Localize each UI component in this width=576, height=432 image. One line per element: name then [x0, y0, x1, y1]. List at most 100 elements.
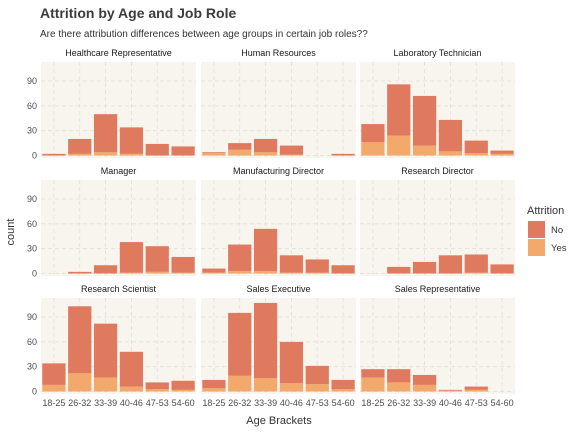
panel-background [360, 180, 515, 276]
chart-subtitle: Are there attribution differences betwee… [40, 29, 368, 40]
bar-yes-40-46 [279, 272, 304, 274]
bar-no-26-32 [228, 312, 252, 376]
bar-yes-33-39 [93, 152, 118, 156]
bar-no-47-53 [305, 259, 329, 273]
x-tick-label: 54-60 [172, 398, 195, 408]
bar-no-26-32 [68, 306, 92, 374]
facet-strip-label: Research Director [401, 166, 474, 176]
panel-background [201, 62, 356, 158]
bar-yes-26-32 [68, 153, 92, 156]
bar-yes-18-25 [361, 377, 385, 392]
y-tick-label: 0 [32, 269, 37, 279]
bar-yes-26-32 [387, 135, 411, 156]
bar-no-40-46 [438, 389, 463, 391]
bar-no-33-39 [253, 228, 278, 272]
x-tick-label: 18-25 [202, 398, 225, 408]
bar-no-33-39 [412, 374, 437, 385]
bar-yes-40-46 [119, 386, 144, 392]
legend-label-yes: Yes [551, 243, 567, 254]
bar-no-54-60 [331, 265, 355, 274]
bar-yes-18-25 [42, 384, 66, 392]
bar-no-54-60 [171, 256, 195, 273]
bar-no-33-39 [253, 138, 278, 153]
bar-no-18-25 [42, 153, 66, 156]
bar-yes-18-25 [202, 388, 226, 392]
x-tick-label: 40-46 [439, 398, 462, 408]
bar-no-33-39 [253, 302, 278, 379]
bar-no-47-53 [145, 382, 169, 390]
x-tick-label: 47-53 [465, 398, 488, 408]
x-tick-label: 54-60 [491, 398, 514, 408]
bar-no-18-25 [202, 152, 226, 154]
x-tick-label: 33-39 [413, 398, 436, 408]
bar-no-40-46 [279, 255, 304, 273]
bar-no-40-46 [279, 145, 304, 155]
bar-no-40-46 [119, 351, 144, 387]
panel-background [360, 298, 515, 394]
x-tick-label: 54-60 [332, 398, 355, 408]
bar-yes-26-32 [68, 373, 92, 392]
facet-strip-label: Human Resources [241, 48, 316, 58]
y-axis-title: count [5, 219, 17, 246]
legend-key-no [528, 221, 545, 238]
bar-no-47-53 [145, 143, 169, 156]
bar-no-54-60 [171, 146, 195, 156]
facet-panel-manufacturing-director: Manufacturing Director [201, 166, 356, 276]
bar-yes-47-53 [145, 271, 169, 274]
bar-no-26-32 [228, 143, 252, 150]
bar-yes-33-39 [93, 377, 118, 392]
bar-no-33-39 [412, 261, 437, 274]
bar-yes-54-60 [331, 389, 355, 392]
x-tick-label: 18-25 [42, 398, 65, 408]
bar-no-18-25 [42, 363, 66, 385]
bar-no-47-53 [145, 246, 169, 272]
bar-no-18-25 [361, 369, 385, 378]
facet-panel-human-resources: Human Resources [201, 48, 356, 158]
y-tick-label: 60 [27, 337, 37, 347]
bar-yes-26-32 [228, 375, 252, 392]
facet-panel-sales-executive: Sales Executive 18-25 26-32 33-39 40-46 47-53… [201, 284, 356, 408]
facet-panels: Healthcare Representative 0 30 60 90 Human Re… [27, 48, 515, 408]
y-tick-label: 90 [27, 194, 37, 204]
bar-no-26-32 [387, 84, 411, 136]
chart-title: Attrition by Age and Job Role [40, 5, 236, 21]
bar-yes-47-53 [305, 384, 329, 392]
bar-yes-33-39 [412, 145, 437, 156]
x-tick-label: 40-46 [120, 398, 143, 408]
bar-yes-33-39 [253, 152, 278, 156]
y-tick-label: 60 [27, 101, 37, 111]
y-tick-label: 30 [27, 362, 37, 372]
x-tick-label: 47-53 [306, 398, 329, 408]
bar-no-40-46 [279, 341, 304, 384]
x-axis-title: Age Brackets [246, 415, 312, 427]
panel-background [41, 180, 196, 276]
bar-no-54-60 [331, 153, 355, 156]
x-tick-label: 26-32 [387, 398, 410, 408]
bar-no-26-32 [387, 266, 411, 274]
x-tick-label: 26-32 [68, 398, 91, 408]
x-tick-label: 33-39 [94, 398, 117, 408]
facet-strip-label: Healthcare Representative [65, 48, 172, 58]
bar-yes-54-60 [490, 153, 514, 156]
facet-strip-label: Manager [101, 166, 137, 176]
legend-key-yes [528, 239, 545, 256]
bar-no-47-53 [464, 140, 488, 154]
y-tick-label: 90 [27, 312, 37, 322]
facet-panel-sales-representative: Sales Representative 18-25 26-32 33-39 40-46… [360, 284, 515, 408]
bar-no-47-53 [464, 386, 488, 390]
y-tick-label: 30 [27, 126, 37, 136]
bar-no-40-46 [119, 127, 144, 154]
facet-strip-label: Manufacturing Director [233, 166, 324, 176]
bar-yes-47-53 [145, 389, 169, 392]
bar-yes-40-46 [438, 390, 463, 392]
bar-yes-40-46 [438, 151, 463, 156]
bar-yes-33-39 [253, 378, 278, 392]
bar-yes-40-46 [279, 154, 304, 156]
facet-strip-label: Research Scientist [81, 284, 157, 294]
legend-title: Attrition [527, 205, 564, 217]
bar-no-54-60 [490, 150, 514, 154]
bar-no-33-39 [412, 95, 437, 146]
bar-no-18-25 [202, 379, 226, 389]
panel-background [41, 298, 196, 394]
